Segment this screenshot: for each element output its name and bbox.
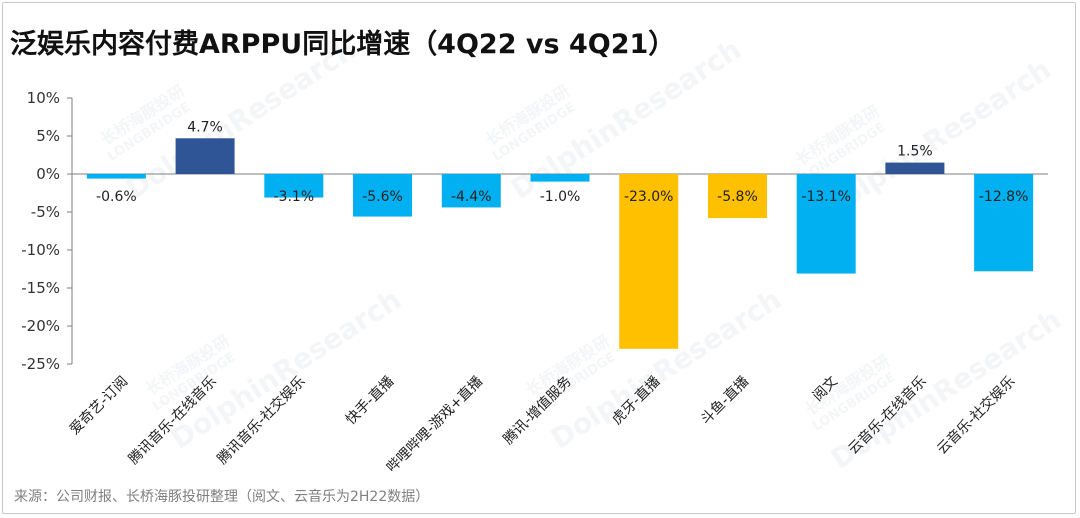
y-tick-label: -10% bbox=[21, 241, 60, 259]
x-category-label: 爱奇艺-订阅 bbox=[66, 373, 131, 438]
y-tick-label: -20% bbox=[21, 317, 60, 335]
x-category-label: 腾讯音乐-在线音乐 bbox=[125, 373, 220, 468]
x-category-label: 云音乐-社交娱乐 bbox=[934, 373, 1019, 458]
bar-value-label: -0.6% bbox=[96, 189, 137, 205]
chart-title: 泛娱乐内容付费ARPPU同比增速（4Q22 vs 4Q21） bbox=[10, 29, 676, 60]
y-tick-label: 0% bbox=[36, 165, 60, 183]
bar bbox=[530, 174, 590, 182]
x-category-label: 虎牙-直播 bbox=[608, 373, 663, 428]
y-tick-label: 5% bbox=[36, 127, 60, 145]
bar-value-label: -4.4% bbox=[451, 189, 492, 205]
bar bbox=[885, 162, 945, 174]
bar bbox=[441, 174, 501, 208]
bar bbox=[974, 174, 1034, 272]
x-category-label: 哔哩哔哩-游戏+直播 bbox=[383, 373, 486, 476]
bar bbox=[175, 138, 235, 174]
y-tick-label: -15% bbox=[21, 279, 60, 297]
bar bbox=[796, 174, 856, 274]
bar bbox=[707, 174, 767, 219]
y-tick-label: 10% bbox=[27, 89, 60, 107]
x-category-label: 腾讯-增值服务 bbox=[500, 373, 575, 448]
bar-value-label: 1.5% bbox=[897, 144, 933, 160]
x-category-label: 腾讯音乐-社交娱乐 bbox=[214, 373, 309, 468]
y-tick-label: -5% bbox=[31, 203, 60, 221]
y-tick-label: -25% bbox=[21, 355, 60, 373]
x-category-label: 云音乐-在线音乐 bbox=[845, 373, 930, 458]
bar bbox=[264, 174, 324, 198]
bar-value-label: -5.8% bbox=[717, 189, 758, 205]
bar-value-label: -13.1% bbox=[801, 189, 851, 205]
bar-value-label: -5.6% bbox=[362, 189, 403, 205]
x-category-label: 阅文 bbox=[810, 374, 841, 405]
bar bbox=[619, 174, 679, 349]
bar-value-label: -12.8% bbox=[979, 189, 1029, 205]
bar-value-label: -23.0% bbox=[624, 189, 674, 205]
bar-value-label: -1.0% bbox=[540, 189, 581, 205]
source-note: 来源：公司财报、长桥海豚投研整理（阅文、云音乐为2H22数据） bbox=[14, 489, 430, 505]
bar bbox=[353, 174, 413, 217]
x-category-label: 斗鱼-直播 bbox=[697, 373, 752, 428]
x-category-label: 快手-直播 bbox=[342, 373, 397, 428]
bar-value-label: -3.1% bbox=[274, 189, 315, 205]
bar bbox=[86, 174, 146, 179]
bar-value-label: 4.7% bbox=[187, 119, 223, 135]
